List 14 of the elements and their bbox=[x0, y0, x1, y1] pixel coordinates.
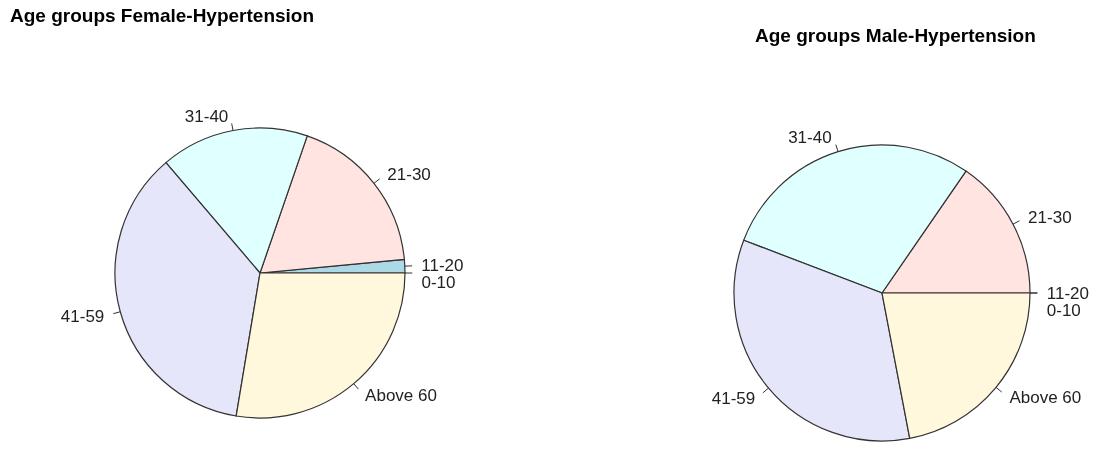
category-label: 0-10 bbox=[421, 273, 456, 293]
slice-label: 31-40 bbox=[788, 128, 832, 148]
slice-label: Above 60 bbox=[1009, 387, 1082, 407]
slice-label: Above 60 bbox=[365, 385, 437, 405]
legend-label: 11-20 bbox=[1046, 283, 1090, 303]
slice-label: 21-30 bbox=[1028, 208, 1072, 228]
chart-title: Age groups Male-Hypertension bbox=[755, 25, 1036, 46]
slice-label: 41-59 bbox=[711, 388, 756, 408]
chart-title: Age groups Female-Hypertension bbox=[10, 5, 315, 26]
slice-label: 41-59 bbox=[60, 306, 105, 326]
slice-label: 21-30 bbox=[387, 165, 431, 185]
slice-label: 31-40 bbox=[184, 107, 229, 127]
legend-label: 11-20 bbox=[421, 256, 464, 276]
category-label: 0-10 bbox=[1046, 300, 1081, 320]
